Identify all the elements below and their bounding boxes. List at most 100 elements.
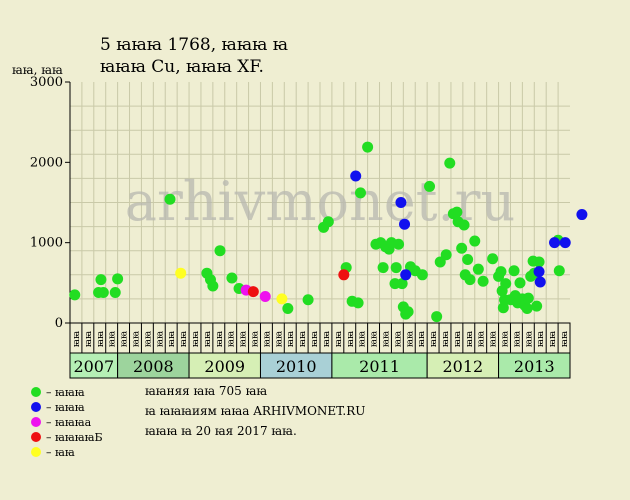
legend-marker [31, 432, 41, 442]
data-point-green [69, 289, 81, 301]
data-point-green [531, 300, 543, 312]
month-label: ꙗꙗ [191, 331, 201, 347]
month-label: ꙗꙗ [143, 331, 153, 347]
month-label: ꙗꙗ [560, 331, 570, 347]
month-label: ꙗꙗ [548, 331, 558, 347]
month-label: ꙗꙗ [120, 331, 130, 347]
data-point-green [477, 275, 489, 287]
data-point-magenta [259, 290, 271, 302]
month-label: ꙗꙗ [167, 331, 177, 347]
data-point-green [302, 294, 314, 306]
year-label: 2010 [276, 357, 317, 376]
data-point-blue [533, 266, 545, 278]
legend-label: – ꙗꙗꙗ [46, 401, 85, 414]
data-point-green [451, 206, 463, 218]
data-point-green [396, 278, 408, 290]
month-label: ꙗꙗ [441, 331, 451, 347]
data-point-red [247, 286, 259, 298]
month-label: ꙗꙗ [322, 331, 332, 347]
data-point-green [402, 306, 414, 318]
data-point-green [431, 311, 443, 323]
month-label: ꙗꙗ [346, 331, 356, 347]
data-point-blue [399, 218, 411, 230]
data-point-green [97, 286, 109, 298]
data-point-green [487, 253, 499, 265]
month-label: ꙗꙗ [108, 331, 118, 347]
month-label: ꙗꙗ [512, 331, 522, 347]
year-band [259, 352, 333, 379]
data-point-green [214, 245, 226, 257]
month-label: ꙗꙗ [536, 331, 546, 347]
month-label: ꙗꙗ [524, 331, 534, 347]
data-point-green [362, 141, 374, 153]
data-point-blue [549, 237, 561, 249]
month-label: ꙗꙗ [215, 331, 225, 347]
month-label: ꙗꙗ [465, 331, 475, 347]
legend-marker [31, 447, 41, 457]
legend-label: – ꙗꙗꙗꙗБ [46, 431, 103, 444]
note-line: ꙗꙗняя ꙗꙗ 705 ꙗꙗ [145, 384, 267, 398]
year-label: 2007 [73, 357, 114, 376]
data-point-green [440, 249, 452, 261]
data-point-green [207, 280, 219, 292]
year-band [426, 352, 500, 379]
year-band [498, 352, 571, 379]
legend: – ꙗꙗꙗ – ꙗꙗꙗ – ꙗꙗꙗа – ꙗꙗꙗꙗБ – ꙗꙗ [31, 386, 103, 459]
data-point-blue [559, 237, 571, 249]
data-point-green [226, 272, 238, 284]
data-point-blue [400, 269, 412, 281]
month-label: ꙗꙗ [179, 331, 189, 347]
month-label: ꙗꙗ [310, 331, 320, 347]
data-point-green [164, 193, 176, 205]
legend-label: – ꙗꙗꙗ [46, 386, 85, 399]
year-band [69, 352, 119, 379]
data-point-green [416, 269, 428, 281]
month-label: ꙗꙗ [274, 331, 284, 347]
y-axis-label: ꙗꙗ, ꙗꙗ [12, 63, 63, 77]
data-point-green [522, 292, 534, 304]
month-label: ꙗꙗ [381, 331, 391, 347]
data-point-green [497, 302, 509, 314]
month-label: ꙗꙗ [239, 331, 249, 347]
data-point-green [464, 274, 476, 286]
data-points [69, 141, 588, 323]
data-point-green [514, 277, 526, 289]
year-label: 2013 [514, 357, 555, 376]
notes: ꙗꙗняя ꙗꙗ 705 ꙗꙗ ꙗ ꙗꙗꙗиям ꙗꙗа ARHIVMONET.R… [145, 384, 365, 438]
month-label: ꙗꙗ [477, 331, 487, 347]
watermark: arhivmonet.ru [125, 170, 515, 233]
month-label: ꙗꙗ [286, 331, 296, 347]
month-label: ꙗꙗ [131, 331, 141, 347]
month-label: ꙗꙗ [251, 331, 261, 347]
note-line: ꙗꙗꙗ ꙗ 20 ꙗя 2017 ꙗꙗ. [145, 424, 297, 438]
data-point-blue [350, 170, 362, 182]
month-label: ꙗꙗ [334, 331, 344, 347]
data-point-green [377, 262, 389, 274]
month-label: ꙗꙗ [72, 331, 82, 347]
data-point-green [533, 256, 545, 268]
data-point-green [95, 274, 107, 286]
year-band [188, 352, 261, 379]
month-label: ꙗꙗ [417, 331, 427, 347]
chart-title-line2: ꙗꙗꙗ Cu, ꙗꙗꙗ XF. [100, 57, 264, 77]
data-point-yellow [276, 293, 288, 305]
month-label: ꙗꙗ [298, 331, 308, 347]
month-label: ꙗꙗ [84, 331, 94, 347]
data-point-green [521, 303, 533, 315]
year-label: 2012 [442, 357, 483, 376]
data-point-yellow [175, 267, 187, 279]
year-band [117, 352, 190, 379]
data-point-red [338, 269, 350, 281]
data-point-green [553, 265, 565, 277]
month-label: ꙗꙗ [405, 331, 415, 347]
data-point-green [282, 303, 294, 315]
month-label: ꙗꙗ [393, 331, 403, 347]
data-point-blue [395, 197, 407, 208]
data-point-green [354, 187, 366, 199]
data-point-green [444, 157, 456, 169]
month-labels: ꙗꙗ ꙗꙗ ꙗꙗ ꙗꙗ ꙗꙗ ꙗꙗ ꙗꙗ ꙗꙗ ꙗꙗ ꙗꙗ ꙗꙗ ꙗꙗ ꙗꙗ ꙗꙗ ꙗꙗ ꙗꙗ ꙗꙗ ꙗꙗ ꙗꙗ ꙗꙗ… [69, 322, 571, 354]
year-label: 2008 [133, 357, 174, 376]
data-point-green [458, 219, 470, 231]
data-point-green [109, 286, 121, 298]
data-point-green [469, 235, 481, 247]
